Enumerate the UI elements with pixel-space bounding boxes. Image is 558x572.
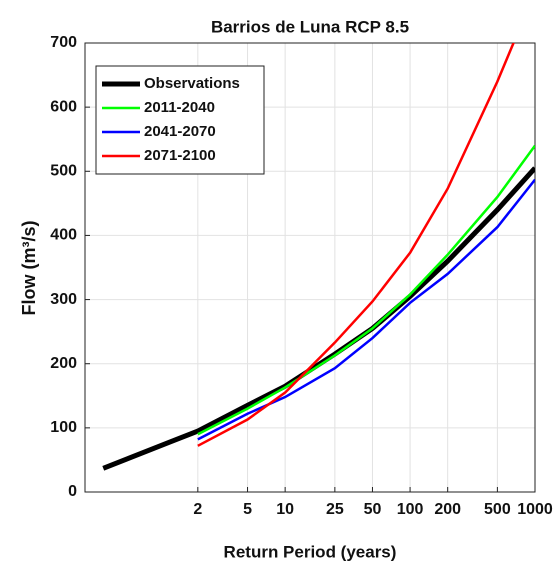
y-tick-label: 200 (50, 355, 77, 372)
legend-label: Observations (144, 75, 240, 92)
y-tick-label: 600 (50, 98, 77, 115)
legend-label: 2071-2100 (144, 147, 216, 164)
y-tick-label: 700 (50, 34, 77, 51)
x-tick-label: 50 (364, 501, 382, 518)
line-series (197, 178, 535, 441)
chart-title: Barrios de Luna RCP 8.5 (211, 17, 409, 36)
x-tick-label: 25 (326, 501, 344, 518)
x-tick-label: 200 (434, 501, 461, 518)
line-series (197, 43, 515, 447)
x-tick-label: 10 (276, 501, 294, 518)
y-axis-label: Flow (m³/s) (19, 221, 39, 316)
plot-frame (84, 42, 536, 493)
x-tick-label: 500 (484, 501, 511, 518)
y-tick-label: 500 (50, 163, 77, 180)
line-series (197, 144, 535, 436)
line-series (102, 166, 535, 471)
y-tick-label: 400 (50, 227, 77, 244)
x-tick-label: 2 (193, 501, 202, 518)
legend-label: 2011-2040 (144, 99, 215, 116)
x-tick-label: 100 (397, 501, 424, 518)
y-tick-label: 300 (50, 291, 77, 308)
x-tick-label: 1000 (517, 501, 553, 518)
legend-label: 2041-2070 (144, 123, 216, 140)
y-tick-label: 0 (68, 483, 77, 500)
y-tick-label: 100 (50, 419, 77, 436)
plot-area (102, 43, 535, 471)
x-axis-label: Return Period (years) (224, 542, 397, 561)
x-tick-label: 5 (243, 501, 252, 518)
